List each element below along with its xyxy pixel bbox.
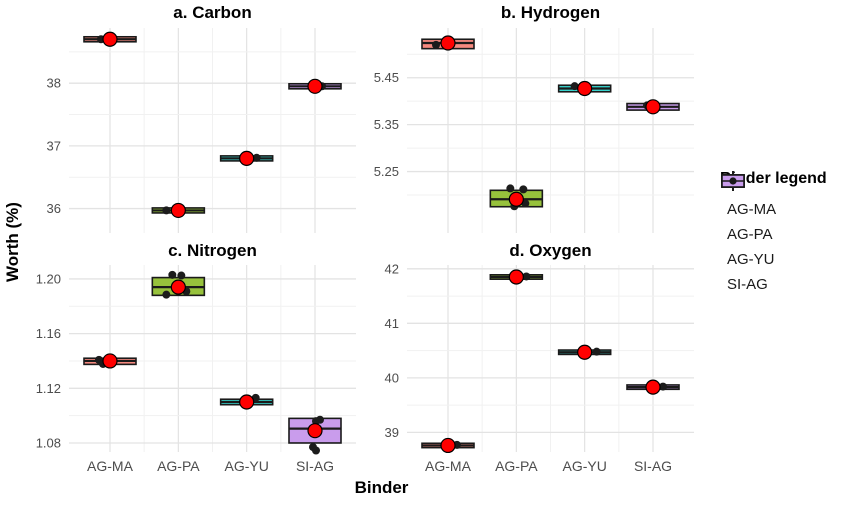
- x-tick-label: AG-PA: [495, 458, 538, 474]
- mean-point: [307, 423, 323, 439]
- y-tick-label: 1.20: [36, 271, 61, 286]
- boxplot-key-icon: [721, 171, 745, 191]
- x-axis-title: Binder: [354, 478, 409, 497]
- mean-point: [307, 78, 323, 94]
- y-tick-label: 42: [385, 261, 399, 276]
- y-axis-title: Worth (%): [3, 202, 22, 282]
- jitter-point: [168, 270, 177, 279]
- jitter-point: [519, 185, 528, 194]
- legend-item-si-ag: SI-AG: [720, 171, 865, 297]
- jitter-point: [432, 40, 440, 49]
- jitter-point: [570, 82, 579, 91]
- jitter-point: [312, 446, 320, 455]
- jitter-point: [162, 290, 171, 299]
- facet-title: b. Hydrogen: [501, 3, 600, 22]
- jitter-point: [522, 272, 531, 281]
- facet-title: d. Oxygen: [509, 241, 591, 260]
- y-tick-label: 39: [385, 425, 399, 440]
- legend-label: AG-PA: [727, 226, 773, 243]
- y-tick-label: 41: [385, 316, 399, 331]
- legend-label: AG-MA: [727, 201, 777, 218]
- y-tick-label: 5.45: [374, 70, 399, 85]
- jitter-point: [316, 415, 324, 424]
- legend-label: AG-YU: [727, 251, 775, 268]
- legend-item-ag-pa: AG-PA: [720, 171, 865, 247]
- y-tick-label: 5.25: [374, 164, 399, 179]
- y-tick-label: 37: [47, 138, 61, 153]
- x-tick-label: SI-AG: [634, 458, 672, 474]
- y-tick-label: 36: [47, 201, 61, 216]
- y-tick-label: 5.35: [374, 117, 399, 132]
- jitter-point: [162, 206, 171, 215]
- x-tick-label: SI-AG: [296, 458, 334, 474]
- y-tick-label: 1.12: [36, 381, 61, 396]
- x-tick-label: AG-YU: [224, 458, 268, 474]
- mean-point: [102, 31, 118, 47]
- y-tick-label: 38: [47, 76, 61, 91]
- mean-point: [577, 344, 593, 360]
- mean-point: [170, 202, 186, 219]
- mean-point: [645, 99, 661, 115]
- jitter-point: [252, 153, 261, 162]
- legend: Binder legend AG-MA AG-PA: [720, 170, 865, 297]
- mean-point: [170, 279, 186, 295]
- mean-point: [440, 35, 456, 51]
- mean-point: [239, 150, 255, 166]
- mean-point: [239, 394, 255, 410]
- facet-title: c. Nitrogen: [168, 241, 257, 260]
- legend-item-ag-ma: AG-MA: [720, 171, 865, 222]
- y-tick-label: 40: [385, 370, 399, 385]
- y-tick-label: 1.16: [36, 326, 61, 341]
- x-tick-label: AG-YU: [562, 458, 606, 474]
- jitter-point: [506, 184, 515, 193]
- mean-point: [102, 353, 118, 369]
- jitter-point: [177, 271, 186, 280]
- x-tick-label: AG-MA: [87, 458, 134, 474]
- legend-title: Binder legend: [720, 170, 827, 187]
- x-tick-label: AG-MA: [425, 458, 472, 474]
- x-tick-label: AG-PA: [157, 458, 200, 474]
- facet-title: a. Carbon: [173, 3, 251, 22]
- mean-point: [645, 379, 661, 395]
- mean-point: [440, 437, 456, 454]
- mean-point: [508, 191, 524, 207]
- jitter-point: [592, 347, 601, 356]
- y-tick-label: 1.08: [36, 435, 61, 450]
- mean-point: [508, 269, 524, 285]
- legend-label: SI-AG: [727, 276, 768, 293]
- legend-item-ag-yu: AG-YU: [720, 171, 865, 272]
- jitter-point: [659, 382, 667, 391]
- mean-point: [577, 80, 593, 97]
